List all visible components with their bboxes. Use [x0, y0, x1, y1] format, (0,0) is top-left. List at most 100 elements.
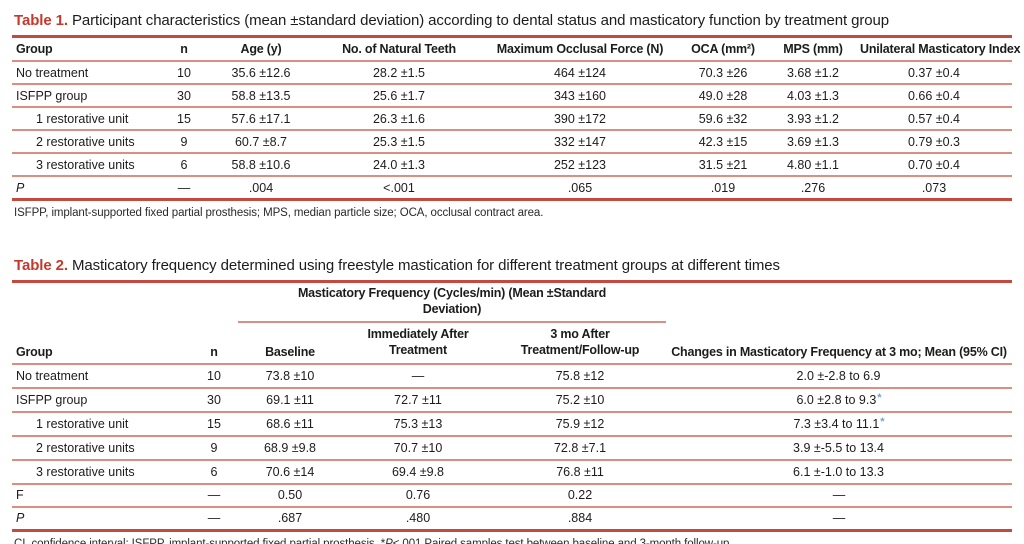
table-cell-change: — — [666, 484, 1012, 507]
table-cell: 4.03 ±1.3 — [786, 88, 840, 103]
row-label: No treatment — [16, 65, 89, 80]
column-header-age: Age (y) — [208, 38, 314, 62]
row-label: 3 restorative units — [36, 464, 135, 479]
column-header-force: Maximum Occlusal Force (N) — [484, 38, 676, 62]
column-header-mps: MPS (mm) — [770, 38, 856, 62]
table-cell: 69.1 ±11 — [266, 392, 314, 407]
table-cell: 0.70 ±0.4 — [907, 157, 961, 172]
table-cell: 4.80 ±1.1 — [786, 157, 840, 172]
table1-header-row: Group n Age (y) No. of Natural Teeth Max… — [12, 38, 1021, 62]
table1: Group n Age (y) No. of Natural Teeth Max… — [12, 38, 1021, 201]
table-cell: 0.37 ±0.4 — [907, 65, 961, 80]
table-row: 3 restorative units 6 58.8 ±10.6 24.0 ±1… — [12, 153, 1012, 176]
table-cell: 42.3 ±15 — [698, 134, 748, 149]
table2-footnote: CI, confidence interval; ISFPP, implant-… — [12, 532, 1012, 544]
table-cell: 31.5 ±21 — [698, 157, 748, 172]
table-cell-change: 3.9 ±-5.5 to 13.4 — [666, 436, 1012, 460]
table-row: 1 restorative unit 15 57.6 ±17.1 26.3 ±1… — [12, 107, 1012, 130]
table2-span-header-row: Masticatory Frequency (Cycles/min) (Mean… — [12, 283, 1012, 324]
table-cell: 343 ±160 — [553, 88, 607, 103]
column-header-group: Group — [12, 38, 160, 62]
column-header-teeth: No. of Natural Teeth — [314, 38, 484, 62]
table-cell: 75.8 ±12 — [555, 368, 605, 383]
table-cell: — — [177, 180, 191, 195]
table-cell: 30 — [207, 392, 221, 407]
table-cell: 26.3 ±1.6 — [372, 111, 426, 126]
table-cell: 70.6 ±14 — [265, 464, 315, 479]
table-cell: 252 ±123 — [553, 157, 607, 172]
table-cell: 75.2 ±10 — [555, 392, 605, 407]
table1-title: Table 1. Participant characteristics (mea… — [12, 10, 1012, 38]
column-header-3mo-after: 3 mo After Treatment/Follow-up — [494, 322, 667, 365]
table2-section: Table 2. Masticatory frequency determined… — [12, 255, 1013, 544]
table-cell: 9 — [210, 440, 218, 455]
table-cell: .073 — [921, 180, 947, 195]
header-spacer — [12, 283, 190, 322]
change-value: 2.0 ±-2.8 to 6.9 — [796, 369, 881, 383]
table-row: 2 restorative units 9 68.9 ±9.8 70.7 ±10… — [12, 436, 1013, 460]
footnote-text: CI, confidence interval; ISFPP, implant-… — [14, 537, 386, 544]
table2: Masticatory Frequency (Cycles/min) (Mean… — [12, 283, 1013, 532]
table-cell: 60.7 ±8.7 — [234, 134, 288, 149]
table-cell: 3.93 ±1.2 — [786, 111, 840, 126]
table-cell: 24.0 ±1.3 — [372, 157, 426, 172]
column-header-changes: Changes in Masticatory Frequency at 3 mo… — [666, 322, 1013, 365]
row-label: ISFPP group — [16, 88, 88, 103]
table-cell: 69.4 ±9.8 — [391, 464, 445, 479]
row-label: P — [16, 511, 25, 525]
table-cell: 390 ±172 — [553, 111, 607, 126]
table-cell: 28.2 ±1.5 — [372, 65, 426, 80]
table-cell: 58.8 ±13.5 — [231, 88, 291, 103]
table-row-pvalue: P — .687 .480 .884 — — [12, 507, 1013, 531]
row-label: 1 restorative unit — [36, 416, 129, 431]
table-cell: .884 — [567, 511, 593, 525]
table2-label: Table 2. — [14, 257, 68, 274]
footnote-text: <.001 Paired samples test between baseli… — [392, 537, 733, 544]
table-row: ISFPP group 30 58.8 ±13.5 25.6 ±1.7 343 … — [12, 84, 1012, 107]
table-cell: 3.69 ±1.3 — [786, 134, 840, 149]
table-cell-change: — — [666, 507, 1012, 531]
table-cell: 59.6 ±32 — [698, 111, 748, 126]
column-header-group: Group — [12, 322, 190, 365]
table-cell: 70.3 ±26 — [698, 65, 748, 80]
table-cell-change: 6.1 ±-1.0 to 13.3 — [666, 460, 1012, 484]
table-cell: 0.57 ±0.4 — [907, 111, 961, 126]
column-header-n: n — [190, 322, 238, 365]
table1-section: Table 1. Participant characteristics (mea… — [12, 10, 1021, 219]
table-cell: 70.7 ±10 — [393, 440, 443, 455]
row-label: P — [16, 180, 25, 195]
table-cell: 3.68 ±1.2 — [786, 65, 840, 80]
header-spacer — [190, 283, 238, 322]
table-cell: — — [207, 511, 221, 525]
table-cell: 25.6 ±1.7 — [372, 88, 426, 103]
change-value: 7.3 ±3.4 to 11.1 — [793, 417, 880, 431]
table-cell: 72.8 ±7.1 — [553, 440, 607, 455]
table1-footnote: ISFPP, implant-supported fixed partial p… — [14, 207, 544, 219]
span-header-masticatory-frequency: Masticatory Frequency (Cycles/min) (Mean… — [238, 283, 667, 324]
table2-caption: Masticatory frequency determined using f… — [71, 257, 780, 274]
table-row: No treatment 10 73.8 ±10 — 75.8 ±12 2.0 … — [12, 364, 1013, 388]
table-cell: .019 — [710, 180, 736, 195]
table-row: No treatment 10 35.6 ±12.6 28.2 ±1.5 464… — [12, 61, 1012, 84]
change-value: — — [832, 488, 846, 502]
row-label: No treatment — [16, 368, 89, 383]
table-cell: 76.8 ±11 — [556, 464, 604, 479]
table-cell: 15 — [207, 416, 221, 431]
table-cell: 9 — [180, 134, 188, 149]
table-row-pvalue: P — .004 <.001 .065 .019 .276 .073 — [12, 176, 1012, 200]
table-cell: 10 — [207, 368, 221, 383]
table-cell: 68.6 ±11 — [266, 416, 314, 431]
table-cell: 464 ±124 — [553, 65, 607, 80]
table-cell: 6 — [210, 464, 218, 479]
change-value: 6.0 ±2.8 to 9.3 — [796, 393, 877, 407]
significance-asterisk: * — [880, 416, 885, 428]
table-cell: 72.7 ±11 — [394, 392, 442, 407]
column-header-umi: Unilateral Masticatory Index — [856, 38, 1021, 62]
table-cell: — — [411, 368, 425, 383]
table1-caption: Participant characteristics (mean ±stand… — [71, 12, 889, 29]
table-cell: 35.6 ±12.6 — [231, 65, 291, 80]
table-cell: 49.0 ±28 — [698, 88, 748, 103]
row-label: 2 restorative units — [36, 134, 135, 149]
change-value: 3.9 ±-5.5 to 13.4 — [793, 441, 884, 455]
